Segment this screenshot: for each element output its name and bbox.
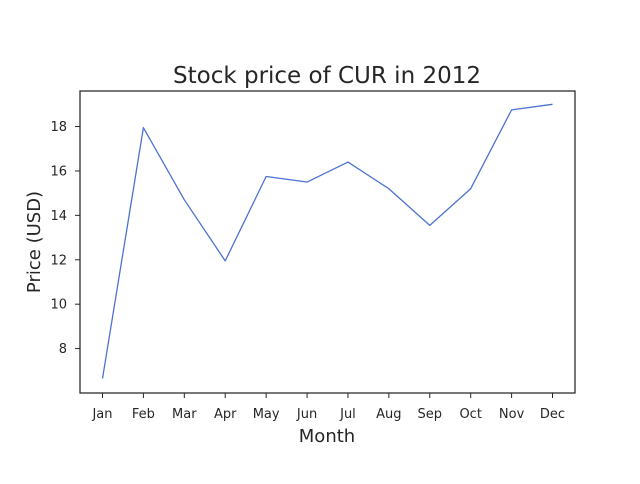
x-tick-label: Mar [172,407,197,422]
x-tick-label: Jul [339,407,356,422]
x-tick-label: Feb [132,407,155,422]
chart-title: Stock price of CUR in 2012 [173,63,481,89]
x-tick-label: Jun [296,407,317,422]
series-line [101,103,553,379]
y-tick-label: 16 [50,164,67,179]
x-tick-label: Oct [459,407,481,422]
y-tick-label: 14 [50,209,67,224]
x-tick-label: Dec [540,407,565,422]
y-tick-label: 12 [50,253,67,268]
plot-area-frame [79,90,576,394]
x-axis-label: Month [299,426,355,447]
x-tick-label: Aug [376,407,401,422]
axis-ticks: Jan Feb Mar Apr May Jun Jul Aug Sep Oct Nov Dec 8 10 1… [50,120,565,422]
y-tick-label: 8 [59,342,67,357]
x-tick-label: May [253,407,280,422]
series-layer [101,103,553,379]
y-axis-label: Price (USD) [24,191,45,293]
y-tick-label: 10 [50,298,67,313]
x-tick-label: Apr [214,407,237,422]
x-tick-label: Nov [499,407,525,422]
y-tick-label: 18 [50,120,67,135]
x-tick-label: Jan [91,407,112,422]
x-tick-label: Sep [418,407,443,422]
